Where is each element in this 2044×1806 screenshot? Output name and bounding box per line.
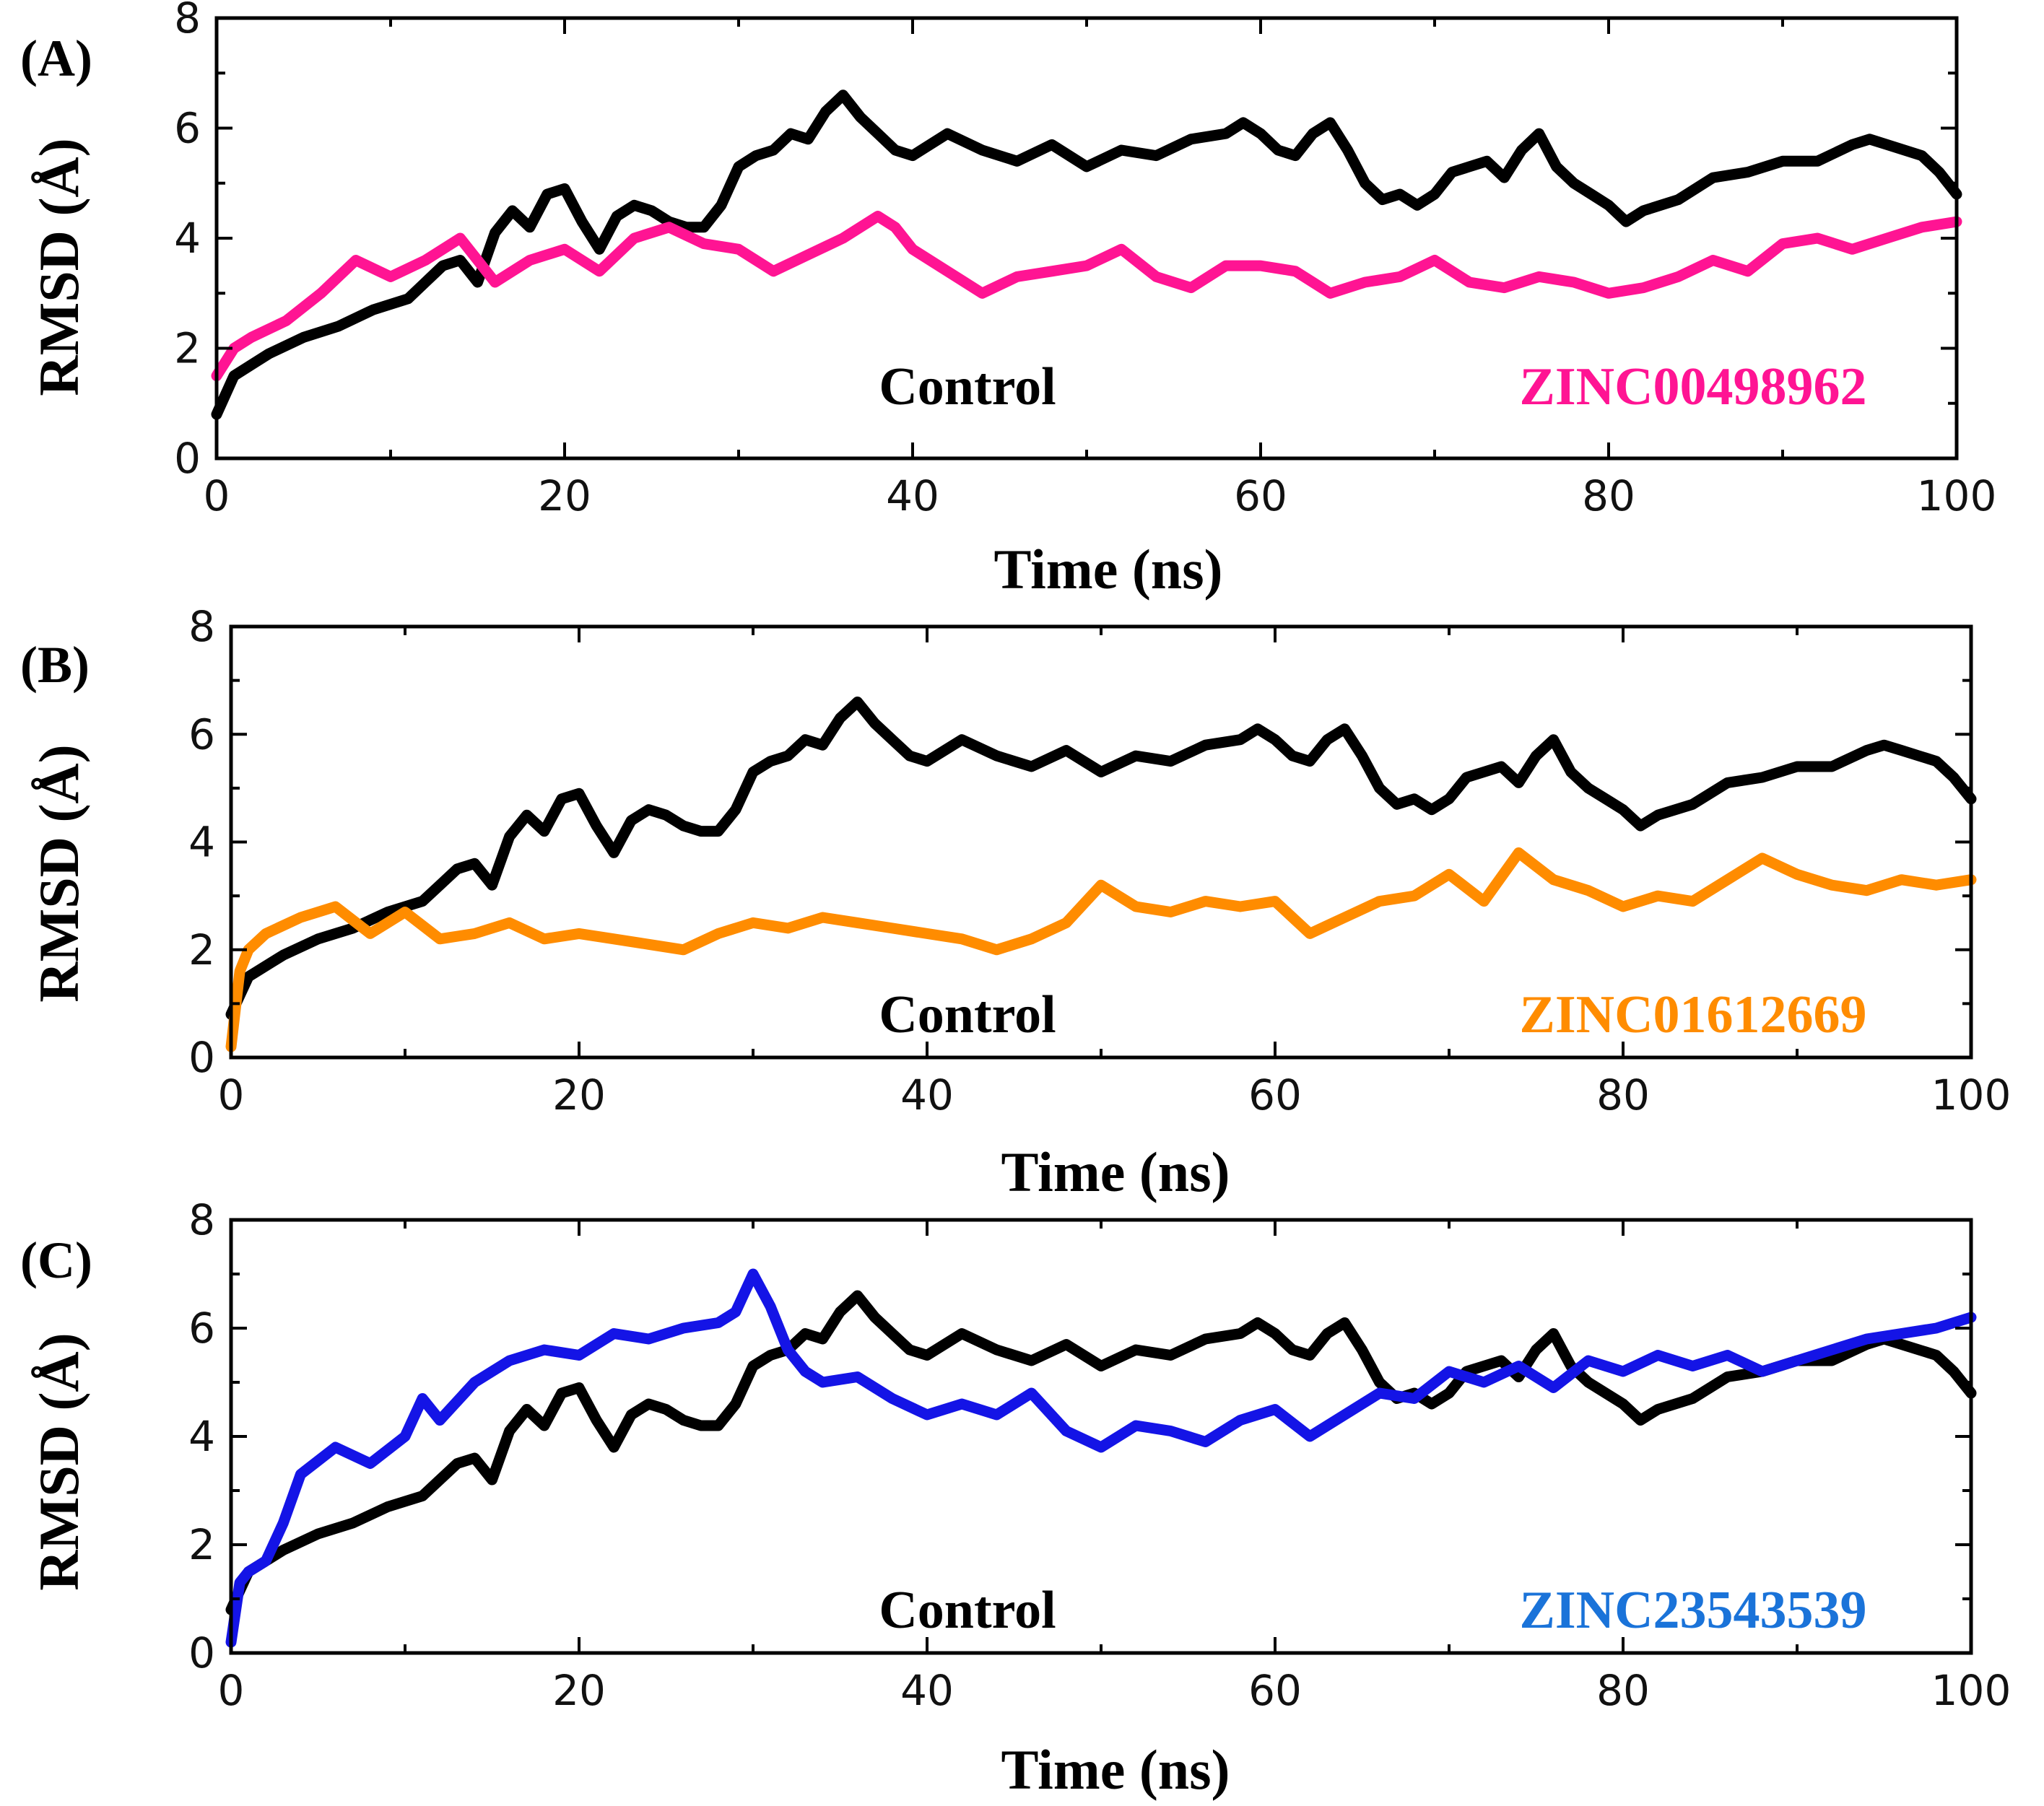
legend-compound-c: ZINC23543539 bbox=[1519, 1581, 1866, 1640]
series-line-zinc01612669-b bbox=[225, 847, 1977, 1052]
series-line-control-c bbox=[225, 1290, 1977, 1615]
y-tick-label-c: 4 bbox=[188, 1412, 215, 1461]
y-tick-label-a: 6 bbox=[174, 104, 201, 153]
x-tick-label-a: 60 bbox=[1234, 471, 1287, 520]
x-tick-label-c: 0 bbox=[218, 1666, 245, 1715]
x-tick-label-b: 80 bbox=[1596, 1070, 1650, 1120]
legend-control-b: Control bbox=[879, 985, 1056, 1044]
x-tick-label-b: 0 bbox=[218, 1070, 245, 1120]
y-tick-label-c: 6 bbox=[188, 1304, 215, 1353]
panel-label-c: (C) bbox=[20, 1231, 92, 1289]
series-line-control-b bbox=[225, 697, 1977, 1020]
y-tick-label-b: 4 bbox=[188, 818, 215, 867]
y-tick-label-a: 4 bbox=[174, 214, 201, 263]
x-tick-label-a: 0 bbox=[204, 471, 230, 520]
legend-compound-a: ZINC00498962 bbox=[1519, 357, 1866, 416]
panel-label-b: (B) bbox=[20, 636, 90, 694]
y-tick-label-a: 8 bbox=[174, 0, 201, 43]
y-tick-label-a: 2 bbox=[174, 324, 201, 373]
x-tick-label-c: 100 bbox=[1931, 1666, 2012, 1715]
y-axis-title-c: RMSD (Å) bbox=[27, 1332, 90, 1590]
x-tick-label-c: 80 bbox=[1596, 1666, 1650, 1715]
y-tick-label-b: 6 bbox=[188, 710, 215, 759]
x-tick-label-b: 60 bbox=[1248, 1070, 1302, 1120]
x-axis-title-b: Time (ns) bbox=[1001, 1140, 1230, 1203]
series-line-control-a bbox=[211, 90, 1962, 420]
panel-b: (B) RMSD (Å) Time (ns) 0 20 40 60 80 100 0 2 4 6 8… bbox=[20, 602, 2011, 1203]
x-axis-title-a: Time (ns) bbox=[993, 538, 1222, 601]
panel-a: (A) RMSD (Å) Time (ns) 0 20 40 60 80 100 0 2 4 6 8… bbox=[20, 0, 1996, 601]
x-tick-label-b: 40 bbox=[900, 1070, 954, 1120]
x-tick-label-b: 100 bbox=[1931, 1070, 2012, 1120]
y-tick-label-c: 2 bbox=[188, 1520, 215, 1569]
x-tick-label-c: 40 bbox=[900, 1666, 954, 1715]
y-tick-label-c: 0 bbox=[188, 1628, 215, 1678]
legend-control-c: Control bbox=[879, 1581, 1056, 1640]
y-tick-label-b: 0 bbox=[188, 1033, 215, 1082]
x-axis-title-c: Time (ns) bbox=[1001, 1738, 1230, 1801]
series-line-zinc00498962-a bbox=[211, 211, 1962, 382]
panel-c: (C) RMSD (Å) Time (ns) 0 20 40 60 80 100 0 2 4 6 8… bbox=[20, 1195, 2011, 1801]
legend-compound-b: ZINC01612669 bbox=[1519, 985, 1866, 1044]
x-tick-label-a: 40 bbox=[886, 471, 939, 520]
series-line-zinc23543539-c bbox=[225, 1268, 1977, 1648]
x-tick-label-a: 80 bbox=[1582, 471, 1635, 520]
x-tick-label-c: 60 bbox=[1248, 1666, 1302, 1715]
y-tick-label-b: 2 bbox=[188, 925, 215, 974]
x-tick-label-a: 20 bbox=[538, 471, 591, 520]
y-tick-label-c: 8 bbox=[188, 1195, 215, 1244]
panel-label-a: (A) bbox=[20, 30, 92, 87]
y-tick-label-b: 8 bbox=[188, 602, 215, 651]
x-tick-label-c: 20 bbox=[552, 1666, 606, 1715]
y-axis-title-a: RMSD (Å) bbox=[27, 138, 90, 396]
x-tick-label-b: 20 bbox=[552, 1070, 606, 1120]
y-axis-title-b: RMSD (Å) bbox=[27, 744, 90, 1002]
y-tick-label-a: 0 bbox=[174, 434, 201, 483]
legend-control-a: Control bbox=[879, 357, 1056, 416]
x-tick-label-a: 100 bbox=[1917, 471, 1997, 520]
